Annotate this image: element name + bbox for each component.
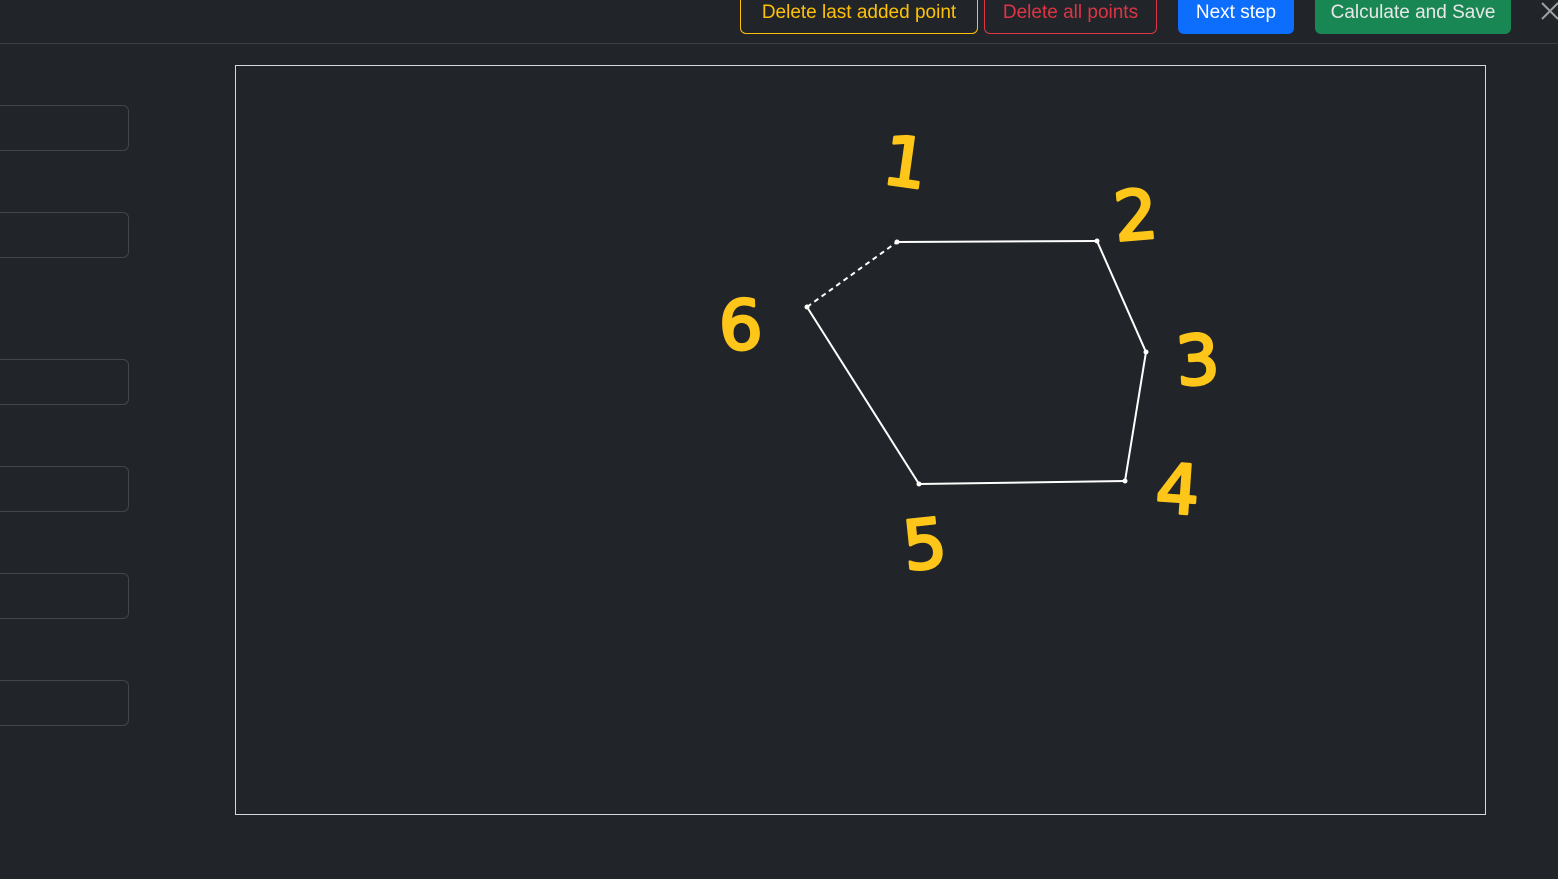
polygon-drawing: 1 2 3 4 5 6 — [236, 66, 1485, 814]
polygon-edge — [897, 241, 1097, 242]
polygon-edge — [1097, 241, 1146, 352]
vertex-point[interactable] — [1144, 350, 1149, 355]
vertex-point[interactable] — [895, 240, 900, 245]
polygon-edge — [1125, 352, 1146, 481]
point-label-4: 4 — [1153, 450, 1202, 532]
point-label-6: 6 — [717, 286, 764, 367]
point-label-5: 5 — [899, 504, 950, 587]
toolbar: Delete last added point Delete all point… — [0, 0, 1558, 44]
vertex-point[interactable] — [805, 305, 810, 310]
polygon-edge — [807, 307, 919, 484]
sidebar-field-2[interactable] — [0, 212, 129, 258]
calculate-save-button[interactable]: Calculate and Save — [1315, 0, 1511, 34]
sidebar-field-6[interactable] — [0, 680, 129, 726]
delete-all-points-button[interactable]: Delete all points — [984, 0, 1157, 34]
sidebar-field-4[interactable] — [0, 466, 129, 512]
next-step-button[interactable]: Next step — [1178, 0, 1294, 34]
delete-last-point-button[interactable]: Delete last added point — [740, 0, 978, 34]
polygon-edge — [919, 481, 1125, 484]
sidebar-field-1[interactable] — [0, 105, 129, 151]
point-label-3: 3 — [1173, 320, 1222, 402]
close-icon — [1536, 0, 1558, 26]
point-label-2: 2 — [1111, 175, 1161, 257]
point-label-1: 1 — [878, 121, 932, 205]
close-button[interactable] — [1536, 0, 1558, 26]
polygon-edge-dashed — [807, 242, 897, 307]
vertex-point[interactable] — [1095, 239, 1100, 244]
vertex-point[interactable] — [1123, 479, 1128, 484]
sidebar-field-3[interactable] — [0, 359, 129, 405]
vertex-point[interactable] — [917, 482, 922, 487]
sidebar-field-5[interactable] — [0, 573, 129, 619]
drawing-canvas[interactable]: 1 2 3 4 5 6 — [235, 65, 1486, 815]
